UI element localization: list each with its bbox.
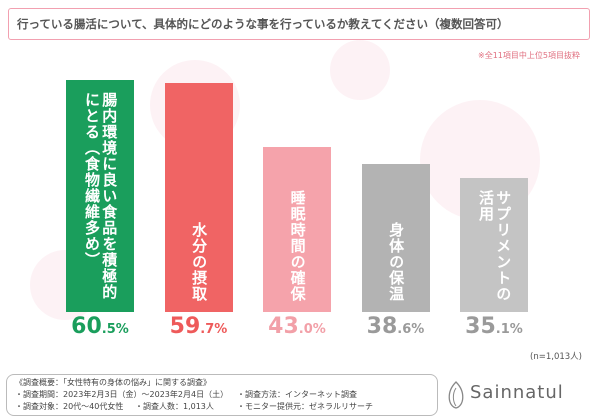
- bar: 睡眠時間の確保: [263, 147, 331, 312]
- bar: 身体の保温: [361, 164, 430, 312]
- summary-title: 《調査概要：「女性特有の身体の悩み」に関する調査》: [15, 378, 211, 387]
- summary-item: ・調査方法：インターネット調査: [237, 390, 357, 399]
- category-label: 水分の摂取: [190, 221, 209, 302]
- value-label: 60.5%: [71, 314, 129, 339]
- category-label: サプリメントの活用: [477, 189, 513, 302]
- summary-item: ・調査人数：1,013人: [135, 402, 214, 411]
- logo-icon: [448, 381, 464, 409]
- summary-item: ・調査対象：20代～40代女性: [15, 402, 124, 411]
- survey-summary: 《調査概要：「女性特有の身体の悩み」に関する調査》 ・調査期間：2023年2月3…: [6, 374, 438, 416]
- sample-size: (n=1,013人): [530, 352, 582, 362]
- bar: サプリメントの活用: [460, 177, 528, 312]
- note: ※全11項目中上位5項目抜粋: [478, 51, 580, 60]
- chart-title: 行っている腸活について、具体的にどのような事を行っているか教えてください（複数回…: [8, 8, 590, 40]
- category-label: 身体の保温: [387, 221, 406, 302]
- summary-item: ・調査期間：2023年2月3日（金）～2023年2月4日（土）: [15, 390, 229, 399]
- category-label: 睡眠時間の確保: [288, 189, 307, 302]
- value-label: 38.6%: [366, 314, 425, 339]
- category-label: 腸内環境に良い食品を積極的にとる（食物繊維多め）: [83, 92, 119, 301]
- bar: 腸内環境に良い食品を積極的にとる（食物繊維多め）: [66, 80, 134, 312]
- decor: [330, 40, 390, 100]
- bar: 水分の摂取: [164, 83, 233, 312]
- value-label: 43.0%: [268, 314, 326, 339]
- logo: Sainnatul: [470, 382, 564, 403]
- value-label: 59.7%: [169, 314, 228, 339]
- summary-item: ・モニター提供元：ゼネラルリサーチ: [237, 402, 373, 411]
- value-label: 35.1%: [465, 314, 523, 339]
